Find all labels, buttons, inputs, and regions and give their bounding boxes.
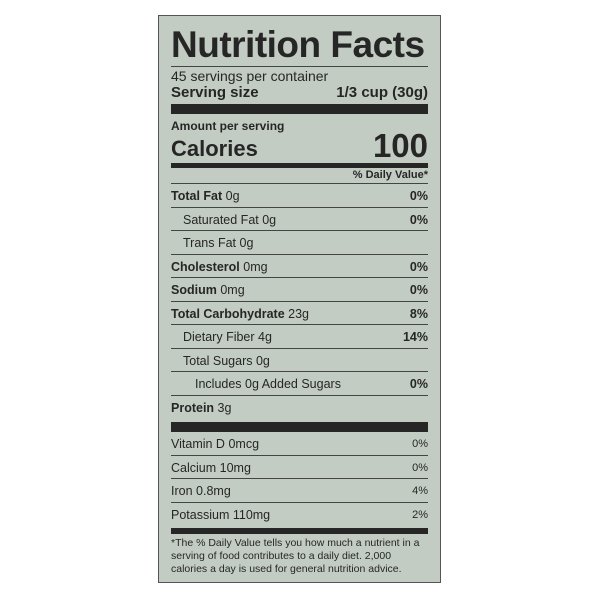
label-text: 0.8mg (196, 484, 231, 498)
label-text: Calcium (171, 460, 217, 475)
nutrient-row-trans-fat: Trans Fat 0g (171, 231, 428, 255)
label-text: Vitamin D (171, 437, 225, 451)
label-text: 0mcg (228, 437, 260, 451)
label-text: Protein (171, 400, 215, 415)
calories-label: Calories (171, 136, 258, 161)
label-text: 14% (402, 330, 428, 344)
label-text: Iron (171, 484, 193, 498)
vitamin-row-calcium: Calcium 10mg 0% (171, 456, 428, 479)
label-text: 0% (409, 283, 428, 297)
nutrient-row-total-fat: Total Fat 0g 0% (171, 184, 428, 208)
divider (171, 66, 428, 67)
calories-row: Calories 100 (171, 127, 428, 164)
label-text: 0% (409, 212, 428, 227)
label-text: 23g (288, 306, 310, 321)
label-text: 10mg (219, 460, 251, 475)
serving-size-label: Serving size (171, 84, 259, 101)
nutrient-row-cholesterol: Cholesterol 0mg 0% (171, 255, 428, 278)
label-text: 0g (262, 212, 277, 227)
label-text: 0g (225, 189, 240, 203)
label-text: Sodium (171, 283, 217, 297)
footnote: *The % Daily Value tells you how much a … (171, 537, 420, 575)
calories-value: 100 (372, 127, 428, 164)
nutrient-row-dietary-fiber: Dietary Fiber 4g 14% (171, 325, 428, 349)
label-text: 0% (409, 189, 428, 203)
amount-per-serving: Amount per serving (171, 119, 285, 133)
label-text: 0mg (220, 283, 245, 297)
label-text: 0% (412, 438, 428, 450)
nutrition-facts-label: Nutrition Facts 45 servings per containe… (158, 15, 441, 583)
label-text: Dietary Fiber (183, 330, 255, 344)
label-text: 0% (409, 259, 428, 274)
vitamin-row-vitamin-d: Vitamin D 0mcg 0% (171, 432, 428, 456)
thick-divider (171, 422, 428, 432)
vitamin-row-iron: Iron 0.8mg 4% (171, 479, 428, 503)
serving-size: Serving size 1/3 cup (30g) (171, 84, 428, 102)
nutrient-row-protein: Protein 3g (171, 396, 428, 420)
servings-per-container: 45 servings per container (171, 68, 329, 84)
label-text: Total Sugars (183, 353, 253, 368)
thick-divider (171, 104, 428, 114)
label-text: 3g (217, 400, 232, 415)
medium-divider (171, 528, 428, 534)
label-text: 0g (255, 353, 270, 368)
label-text: 0g (239, 236, 254, 250)
daily-value-header: % Daily Value* (171, 168, 428, 184)
serving-size-value: 1/3 cup (30g) (336, 84, 428, 101)
nutrient-row-total-carbohydrate: Total Carbohydrate 23g 8% (171, 302, 428, 325)
label-text: 0% (409, 377, 428, 391)
nutrient-row-sodium: Sodium 0mg 0% (171, 278, 428, 302)
nutrient-row-added-sugars: Includes 0g Added Sugars 0% (171, 372, 428, 396)
vitamin-row-potassium: Potassium 110mg 2% (171, 503, 428, 527)
label-text: Includes 0g Added Sugars (195, 377, 341, 391)
label-text: Total Carbohydrate (171, 306, 285, 321)
label-text: Cholesterol (171, 259, 240, 274)
label-text: 0mg (243, 259, 268, 274)
nutrient-row-saturated-fat: Saturated Fat 0g 0% (171, 208, 428, 231)
label-text: 0% (412, 461, 428, 474)
label-text: 8% (409, 306, 428, 321)
medium-divider (171, 163, 428, 168)
label-text: Saturated Fat (183, 212, 259, 227)
label-text: 2% (412, 508, 428, 521)
label-text: 4% (412, 485, 428, 497)
label-text: Total Fat (171, 189, 223, 203)
label-text: 4g (258, 330, 272, 344)
label-text: 110mg (232, 507, 271, 522)
label-title: Nutrition Facts (171, 24, 425, 65)
label-text: Potassium (171, 507, 230, 522)
nutrient-row-total-sugars: Total Sugars 0g (171, 349, 428, 372)
label-text: Trans Fat (183, 236, 237, 250)
